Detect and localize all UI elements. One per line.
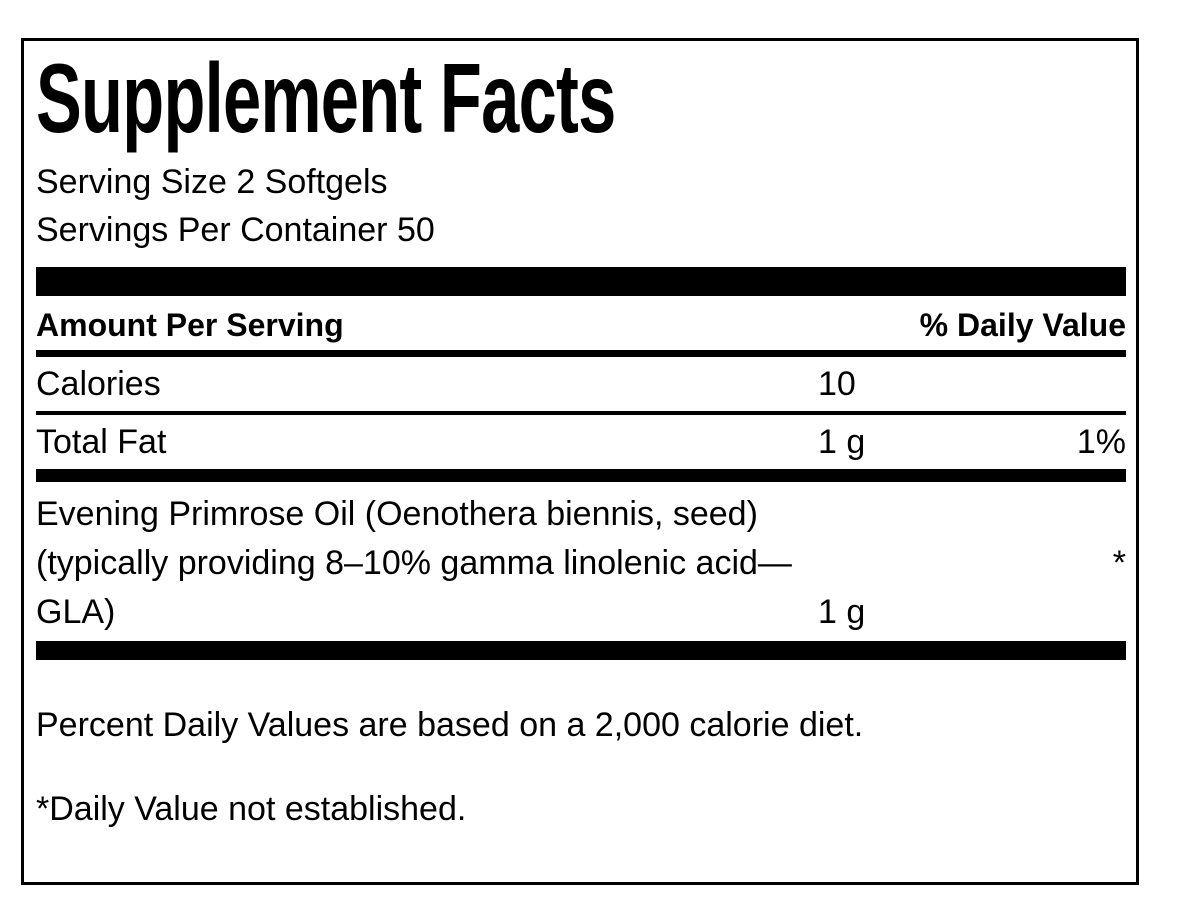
footnote-not-established: *Daily Value not established.	[36, 789, 467, 828]
table-row-total-fat: Total Fat 1 g 1%	[36, 415, 1126, 469]
divider-thick-under-total-fat	[36, 468, 1126, 482]
serving-size-line: Serving Size 2 Softgels	[36, 162, 388, 201]
ingredient-name-line: Evening Primrose Oil (Oenothera biennis,…	[36, 494, 758, 533]
column-header-row: Amount Per Serving % Daily Value	[36, 296, 1126, 350]
nutrient-name: Total Fat	[36, 422, 167, 461]
table-row-evening-primrose-oil: Evening Primrose Oil (Oenothera biennis,…	[36, 482, 1126, 641]
nutrient-amount: 10	[818, 364, 856, 403]
amount-per-serving-header: Amount Per Serving	[36, 306, 344, 343]
divider-thick-top	[36, 266, 1126, 296]
ingredient-name-continued: GLA)	[36, 592, 116, 631]
divider-thin-under-calories	[36, 410, 1126, 415]
ingredient-detail-text: (typically providing 8–10% gamma linolen…	[36, 543, 792, 582]
divider-thick-bottom	[36, 640, 1126, 660]
table-row-calories: Calories 10	[36, 357, 1126, 411]
ingredient-detail-line: (typically providing 8–10% gamma linolen…	[36, 539, 1126, 588]
daily-value-asterisk: *	[1112, 543, 1126, 582]
nutrient-name: Calories	[36, 364, 161, 403]
ingredient-amount: 1 g	[818, 592, 866, 631]
footnote-daily-values: Percent Daily Values are based on a 2,00…	[36, 705, 864, 744]
nutrient-daily-value: 1%	[1076, 422, 1126, 461]
ingredient-amount-line: GLA) 1 g	[36, 588, 1126, 637]
panel-title: Supplement Facts	[36, 43, 616, 153]
servings-per-container-line: Servings Per Container 50	[36, 210, 435, 249]
nutrient-amount: 1 g	[818, 422, 866, 461]
divider-medium-under-header	[36, 349, 1126, 357]
percent-daily-value-header: % Daily Value	[919, 306, 1126, 343]
supplement-facts-panel: Supplement Facts Serving Size 2 Softgels…	[21, 38, 1139, 885]
